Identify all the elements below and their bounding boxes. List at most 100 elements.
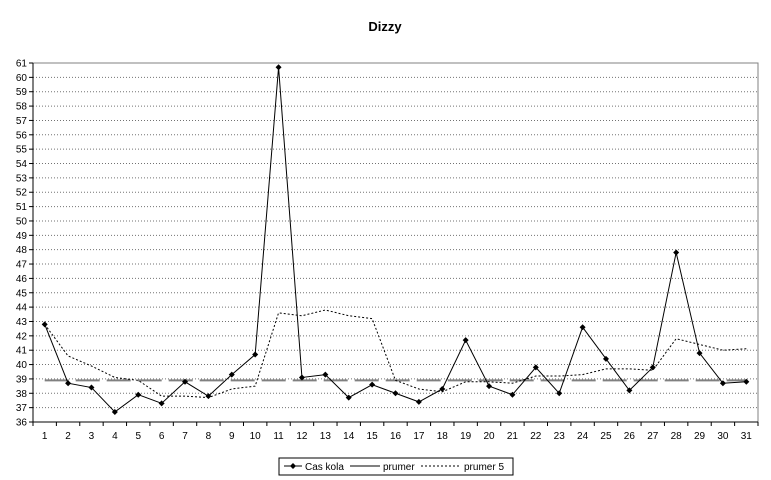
y-tick-label-55: 55 — [16, 145, 28, 156]
x-tick-label-19: 19 — [460, 431, 472, 442]
data-point-cas-kola-25 — [602, 355, 609, 362]
x-tick-label-23: 23 — [554, 431, 566, 442]
y-tick-label-40: 40 — [16, 360, 28, 371]
data-point-cas-kola-17 — [415, 398, 422, 405]
y-tick-label-60: 60 — [16, 73, 28, 84]
y-tick-label-43: 43 — [16, 317, 28, 328]
data-point-cas-kola-16 — [392, 390, 399, 397]
y-tick-label-36: 36 — [16, 418, 28, 429]
y-tick-label-37: 37 — [16, 403, 28, 414]
data-point-cas-kola-9 — [228, 371, 235, 378]
data-point-cas-kola-18 — [439, 385, 446, 392]
series-line-prumer-5 — [44, 309, 747, 399]
x-tick-label-17: 17 — [413, 431, 425, 442]
data-point-cas-kola-5 — [135, 391, 142, 398]
y-tick-label-46: 46 — [16, 274, 28, 285]
y-tick-label-42: 42 — [16, 331, 28, 342]
y-tick-label-58: 58 — [16, 102, 28, 113]
y-tick-label-52: 52 — [16, 188, 28, 199]
x-tick-label-28: 28 — [671, 431, 683, 442]
data-point-cas-kola-15 — [369, 381, 376, 388]
y-tick-label-57: 57 — [16, 116, 28, 127]
y-axis-ticks: 36 37 38 39 40 41 42 43 44 45 46 47 48 49 50 51 52 53 54 55… — [16, 59, 33, 429]
x-tick-label-18: 18 — [437, 431, 449, 442]
x-axis-ticks: 1 2 3 4 5 6 7 8 9 10 11 12 13 14 15 16 17 18 19 20 21 22 23 24 2… — [32, 422, 759, 442]
chart-title: Dizzy — [368, 19, 402, 34]
legend-marker-cas-kola — [290, 463, 296, 469]
x-tick-label-20: 20 — [483, 431, 495, 442]
data-point-cas-kola-20 — [486, 383, 493, 390]
legend: Cas kola prumer prumer 5 — [278, 457, 514, 476]
data-point-cas-kola-21 — [509, 391, 516, 398]
y-tick-label-54: 54 — [16, 159, 28, 170]
data-point-cas-kola-2 — [65, 380, 72, 387]
y-tick-label-51: 51 — [16, 202, 28, 213]
axes — [32, 63, 758, 423]
data-point-cas-kola-30 — [719, 380, 726, 387]
x-tick-label-7: 7 — [182, 431, 188, 442]
y-tick-label-39: 39 — [16, 374, 28, 385]
data-point-cas-kola-24 — [579, 324, 586, 331]
y-tick-label-61: 61 — [16, 59, 28, 70]
data-point-cas-kola-1 — [41, 321, 48, 328]
data-point-cas-kola-4 — [111, 408, 118, 415]
y-tick-label-50: 50 — [16, 216, 28, 227]
x-tick-label-10: 10 — [250, 431, 262, 442]
data-point-cas-kola-3 — [88, 384, 95, 391]
y-tick-label-48: 48 — [16, 245, 28, 256]
y-tick-label-59: 59 — [16, 87, 28, 98]
x-tick-label-26: 26 — [624, 431, 636, 442]
y-tick-label-41: 41 — [16, 346, 28, 357]
data-point-cas-kola-8 — [205, 393, 212, 400]
data-point-cas-kola-7 — [182, 378, 189, 385]
x-tick-label-5: 5 — [135, 431, 141, 442]
y-tick-label-38: 38 — [16, 389, 28, 400]
data-point-cas-kola-10 — [252, 351, 259, 358]
x-tick-label-25: 25 — [600, 431, 612, 442]
x-tick-label-6: 6 — [159, 431, 165, 442]
data-point-cas-kola-13 — [322, 371, 329, 378]
y-tick-label-56: 56 — [16, 130, 28, 141]
x-tick-label-14: 14 — [343, 431, 355, 442]
series — [41, 64, 750, 415]
x-tick-label-9: 9 — [229, 431, 235, 442]
data-point-cas-kola-29 — [696, 350, 703, 357]
x-tick-label-3: 3 — [89, 431, 95, 442]
y-tick-label-53: 53 — [16, 173, 28, 184]
data-point-cas-kola-27 — [649, 364, 656, 371]
x-tick-label-2: 2 — [65, 431, 71, 442]
data-point-cas-kola-6 — [158, 400, 165, 407]
x-tick-label-30: 30 — [717, 431, 729, 442]
y-tick-label-44: 44 — [16, 303, 28, 314]
x-tick-label-13: 13 — [320, 431, 332, 442]
x-tick-label-12: 12 — [296, 431, 308, 442]
x-tick-label-16: 16 — [390, 431, 402, 442]
x-tick-label-31: 31 — [741, 431, 753, 442]
y-tick-label-47: 47 — [16, 260, 28, 271]
gridlines — [33, 76, 758, 409]
data-point-cas-kola-12 — [298, 374, 305, 381]
data-point-cas-kola-28 — [673, 249, 680, 256]
data-point-cas-kola-23 — [556, 390, 563, 397]
x-tick-label-21: 21 — [507, 431, 519, 442]
x-tick-label-11: 11 — [273, 431, 284, 442]
x-tick-label-24: 24 — [577, 431, 589, 442]
x-tick-label-4: 4 — [112, 431, 118, 442]
data-point-cas-kola-19 — [462, 337, 469, 344]
x-tick-label-22: 22 — [530, 431, 542, 442]
plot-area — [32, 62, 759, 423]
x-tick-label-15: 15 — [367, 431, 379, 442]
y-tick-label-49: 49 — [16, 231, 28, 242]
legend-label-cas-kola: Cas kola — [305, 462, 344, 473]
data-point-cas-kola-31 — [743, 378, 750, 385]
data-point-cas-kola-26 — [626, 387, 633, 394]
x-tick-label-27: 27 — [647, 431, 659, 442]
x-tick-label-29: 29 — [694, 431, 706, 442]
y-tick-label-45: 45 — [16, 288, 28, 299]
x-tick-label-1: 1 — [42, 431, 48, 442]
legend-label-prumer: prumer — [383, 462, 415, 473]
data-point-cas-kola-14 — [345, 394, 352, 401]
x-tick-label-8: 8 — [206, 431, 212, 442]
data-point-cas-kola-22 — [532, 364, 539, 371]
